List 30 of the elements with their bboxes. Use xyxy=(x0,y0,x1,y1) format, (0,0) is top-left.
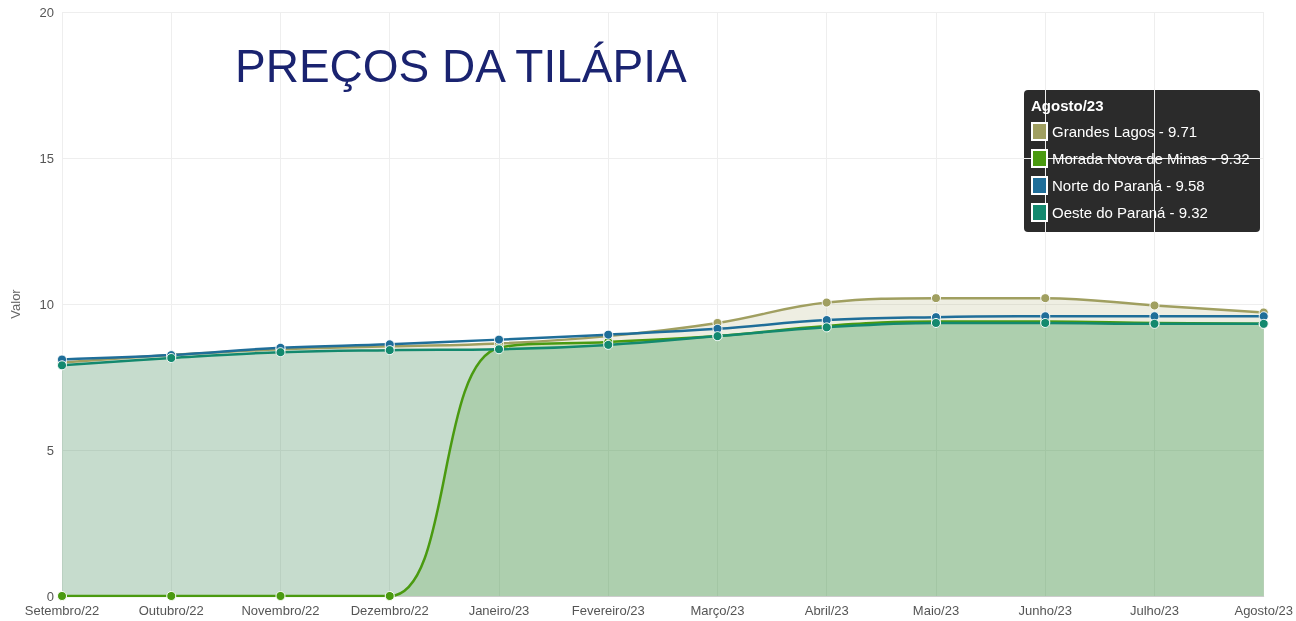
x-tick-label: Janeiro/23 xyxy=(468,603,530,618)
point xyxy=(494,334,504,345)
x-tick-label: Fevereiro/23 xyxy=(571,603,645,618)
point xyxy=(57,591,67,601)
y-tick-label: 0 xyxy=(46,588,54,604)
x-tick-label: Dezembro/22 xyxy=(350,603,429,618)
legend-label: Grandes Lagos - 9.71 xyxy=(1052,123,1198,140)
y-axis-title: Valor xyxy=(8,288,23,319)
x-tick-label: Junho/23 xyxy=(1018,603,1072,618)
text: PREÇOS DA TILÁPIA xyxy=(235,40,687,92)
point xyxy=(384,591,395,601)
point xyxy=(930,293,941,304)
x-tick-label: Novembro/22 xyxy=(241,603,320,618)
point xyxy=(166,591,177,601)
point xyxy=(821,297,832,308)
y-tick-label: 10 xyxy=(39,296,54,312)
y-tick-label: 15 xyxy=(39,150,54,166)
y-tick-label: 5 xyxy=(46,442,54,458)
x-tick-label: Abril/23 xyxy=(804,603,849,618)
point xyxy=(275,591,286,601)
x-tick-label: Julho/23 xyxy=(1129,603,1180,618)
point xyxy=(1149,300,1160,311)
x-tick-label: Setembro/22 xyxy=(24,603,100,618)
point xyxy=(384,345,395,356)
y-tick-label: 20 xyxy=(39,4,54,20)
point xyxy=(1040,293,1051,304)
x-tick-label: Outubro/22 xyxy=(138,603,204,618)
x-tick-label: Agosto/23 xyxy=(1234,603,1293,618)
x-tick-label: Maio/23 xyxy=(912,603,960,618)
x-tick-label: Março/23 xyxy=(690,603,745,618)
